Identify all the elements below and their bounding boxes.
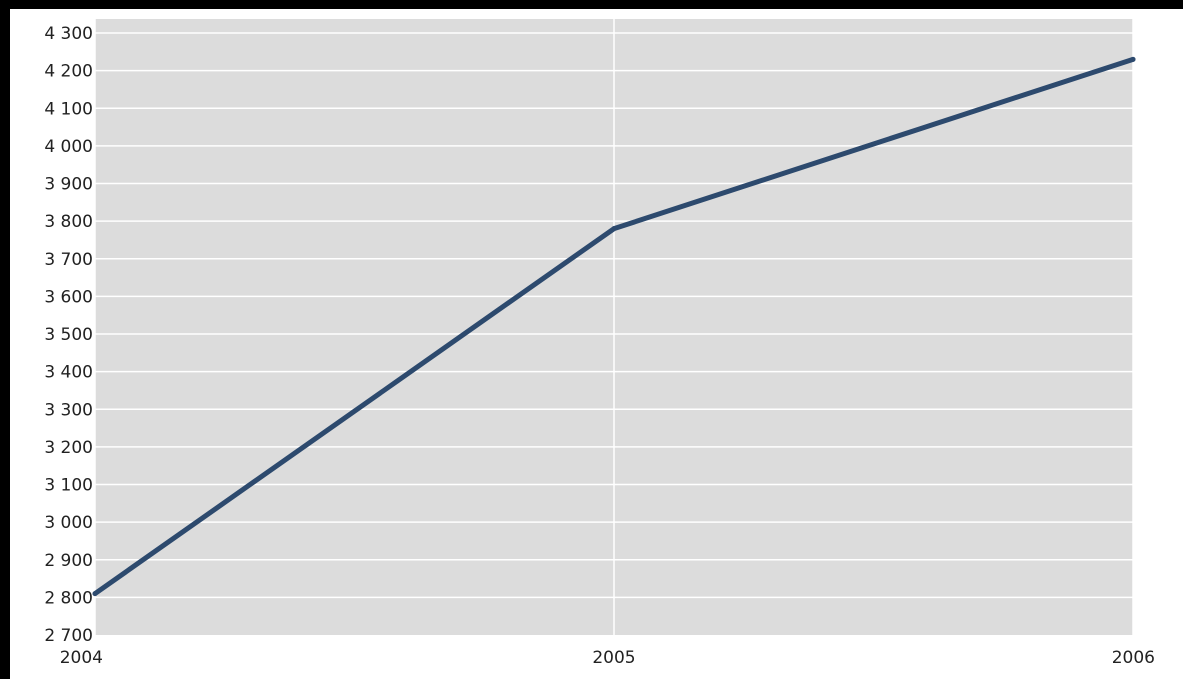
y-tick-label: 3 600 [44, 287, 93, 307]
y-tick-label: 3 000 [44, 513, 93, 533]
data-point [92, 591, 98, 597]
y-tick-label: 2 800 [44, 588, 93, 608]
y-tick-label: 4 100 [44, 99, 93, 119]
y-tick-label: 2 900 [44, 551, 93, 571]
x-tick-label: 2005 [592, 648, 635, 668]
y-tick-label: 2 700 [44, 626, 93, 646]
left-border [0, 0, 10, 679]
y-tick-label: 4 000 [44, 137, 93, 157]
y-tick-label: 3 500 [44, 325, 93, 345]
y-tick-label: 3 200 [44, 438, 93, 458]
y-tick-label: 3 400 [44, 363, 93, 383]
data-point [1130, 56, 1136, 62]
y-tick-label: 3 800 [44, 212, 93, 232]
data-point [611, 226, 617, 232]
top-border [0, 0, 1183, 9]
y-tick-label: 4 200 [44, 62, 93, 82]
y-tick-label: 3 300 [44, 400, 93, 420]
y-tick-label: 3 900 [44, 175, 93, 195]
y-tick-label: 3 700 [44, 250, 93, 270]
x-tick-label: 2004 [60, 648, 103, 668]
y-tick-label: 4 300 [44, 24, 93, 44]
y-tick-label: 3 100 [44, 476, 93, 496]
x-tick-label: 2006 [1112, 648, 1155, 668]
